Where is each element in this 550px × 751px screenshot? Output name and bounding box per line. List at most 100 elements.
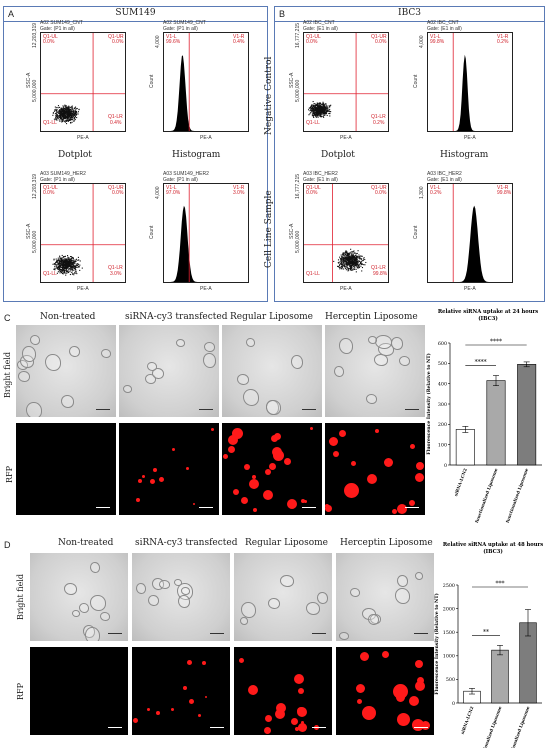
event-dot [53, 268, 55, 270]
panel-b-bot-right-ymax: 1,300 [419, 186, 425, 199]
event-dot [324, 112, 326, 114]
event-dot [70, 260, 72, 262]
event-dot [62, 109, 65, 111]
event-dot [67, 120, 69, 122]
cell-outline [64, 583, 77, 595]
event-dot [71, 121, 73, 123]
event-dot [324, 105, 326, 108]
panel-d-bright-4 [336, 553, 434, 641]
panel-a-bot-right-name: A03 SUM149_HER2 [163, 171, 209, 177]
event-dot [71, 265, 74, 267]
event-dot [64, 118, 66, 120]
cell-outline [246, 338, 255, 347]
event-dot [52, 263, 54, 265]
event-dot [350, 266, 352, 268]
event-dot [343, 268, 345, 270]
event-dot [342, 256, 344, 259]
significance-label: **** [490, 339, 502, 346]
event-dot [350, 257, 352, 259]
event-dot [72, 261, 75, 263]
event-dot [65, 120, 67, 122]
event-dot [352, 251, 354, 253]
event-dot [63, 267, 65, 269]
event-dot [64, 116, 66, 118]
event-dot [64, 255, 66, 257]
event-dot [344, 265, 346, 267]
event-dot [346, 266, 348, 268]
event-dot [71, 108, 73, 110]
rfp-signal [232, 428, 243, 439]
event-dot [68, 116, 70, 118]
event-dot [323, 110, 325, 112]
histogram-peak [428, 54, 512, 131]
event-dot [312, 109, 314, 111]
event-dot [329, 106, 331, 108]
event-dot [59, 256, 61, 258]
panel-c-col2: siRNA-cy3 transfected [125, 312, 228, 322]
y-tick-label: 1000 [443, 654, 455, 660]
event-dot [340, 256, 343, 258]
cell-outline [145, 374, 156, 384]
event-dot [73, 259, 75, 261]
event-dot [347, 259, 349, 261]
event-dot [68, 106, 70, 108]
event-dot [322, 104, 324, 106]
event-dot [64, 117, 66, 119]
event-dot [59, 255, 61, 257]
event-dot [315, 112, 317, 114]
cell-outline [317, 592, 328, 604]
event-dot [339, 261, 342, 263]
rfp-signal [421, 721, 430, 730]
event-dot [346, 258, 348, 260]
event-dot [358, 264, 361, 266]
rfp-signal [205, 696, 207, 698]
event-dot [354, 256, 356, 258]
panel-b-bot-left-ur: Q1-UR [371, 185, 387, 191]
event-dot [361, 255, 363, 257]
event-dot [66, 258, 68, 260]
event-dot [61, 268, 64, 270]
event-dot [55, 109, 58, 112]
panel-b-bot-left-canvas [304, 184, 388, 282]
panel-b-bot-left-ymid: 5,000,000 [295, 230, 301, 253]
event-dot [65, 262, 67, 264]
event-dot [57, 115, 59, 117]
event-dot [53, 262, 55, 265]
panel-a-top-right-gate: Gate: (P1 in all) [163, 26, 198, 32]
event-dot [319, 109, 322, 111]
event-dot [312, 114, 314, 117]
event-dot [61, 262, 63, 264]
event-dot [307, 109, 310, 111]
event-dot [58, 263, 60, 265]
event-dot [341, 259, 343, 261]
event-dot [77, 111, 80, 113]
event-dot [321, 109, 323, 111]
event-dot [75, 258, 78, 260]
event-dot [355, 262, 358, 264]
event-dot [342, 252, 344, 254]
event-dot [345, 252, 347, 254]
event-dot [350, 258, 352, 260]
event-dot [56, 267, 58, 269]
event-dot [316, 103, 318, 105]
panel-b-bot-left-name: A03 IBC_HER2 [303, 171, 338, 177]
event-dot [355, 271, 357, 273]
event-dot [321, 112, 323, 114]
panel-d-col2: siRNA-cy3 transfected [135, 538, 238, 548]
event-dot [64, 263, 66, 265]
event-dot [346, 254, 348, 257]
event-dot [75, 109, 77, 111]
panel-c-row1-label: Bright field [3, 351, 12, 398]
event-dot [77, 266, 79, 268]
event-dot [74, 114, 76, 117]
event-dot [58, 269, 60, 271]
panel-a-title: SUM149 [115, 8, 156, 18]
event-dot [63, 270, 65, 273]
panel-a-bot-left-plot [40, 183, 126, 283]
event-dot [323, 111, 325, 113]
event-dot [53, 259, 55, 261]
event-dot [328, 105, 330, 107]
event-dot [324, 108, 327, 110]
event-dot [359, 261, 362, 263]
event-dot [319, 111, 321, 114]
